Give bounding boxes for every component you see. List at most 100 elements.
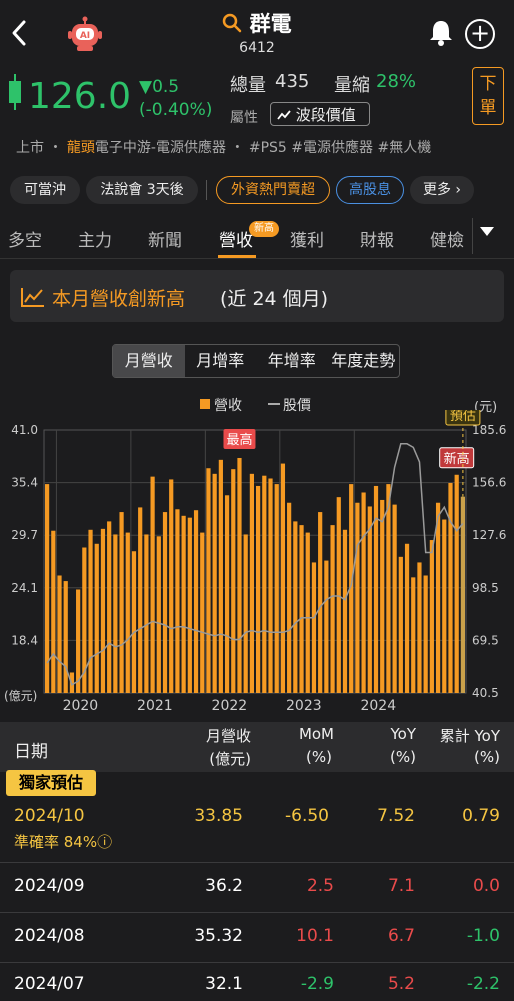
x-tick-label: 2021	[137, 698, 173, 714]
table-header	[0, 722, 514, 772]
row-date: 2024/07	[14, 974, 85, 994]
dropdown-arrow-icon[interactable]	[480, 227, 494, 236]
back-button[interactable]	[8, 18, 32, 50]
tab-revenue[interactable]: 營收	[219, 231, 253, 251]
tab-bull-bear[interactable]: 多空	[8, 231, 42, 251]
th-cum-yoy-unit: (%)	[474, 748, 500, 766]
y-left-tick: 29.7	[11, 528, 38, 542]
revenue-bar	[51, 530, 56, 693]
row-cum-yoy: 0.0	[472, 876, 500, 896]
forecast-accuracy[interactable]: 準確率 84%ⓘ	[14, 833, 113, 851]
revenue-bar	[138, 507, 143, 693]
max-label: 最高	[226, 432, 252, 448]
revenue-bar	[454, 474, 459, 693]
revenue-bar	[268, 478, 273, 693]
row-mom: -2.9	[300, 974, 334, 994]
chip-earnings-call[interactable]: 法說會 3天後	[86, 176, 198, 204]
trend-icon	[277, 110, 291, 120]
revenue-bar	[367, 506, 372, 693]
revenue-bar	[45, 484, 50, 693]
search-icon[interactable]	[222, 13, 242, 33]
tag-ps5[interactable]: #PS5	[248, 140, 287, 156]
revenue-bar	[193, 510, 199, 693]
seg-annual-trend[interactable]: 年度走勢	[331, 351, 396, 370]
revenue-bar	[187, 517, 192, 693]
legend-price: 股價	[283, 398, 311, 414]
tab-profit[interactable]: 獲利	[290, 231, 324, 251]
stock-name[interactable]: 群電	[249, 12, 292, 36]
th-mom-unit: (%)	[306, 748, 332, 766]
revenue-bar	[274, 484, 279, 693]
price-change: ▼0.5	[139, 77, 180, 97]
legend-revenue: 營收	[214, 398, 242, 414]
add-watchlist-button[interactable]: +	[465, 19, 495, 49]
price-line	[46, 443, 464, 686]
order-button-label-bottom: 單	[479, 98, 497, 118]
row-divider	[0, 912, 514, 913]
revenue-bar	[324, 560, 329, 693]
revenue-bar	[442, 519, 447, 693]
seg-monthly-revenue[interactable]: 月營收	[113, 345, 185, 377]
revenue-bar	[224, 495, 230, 693]
revenue-bar	[162, 512, 168, 693]
order-button[interactable]: 下 單	[472, 67, 504, 125]
tag-industry[interactable]: 電子中游-電源供應器	[94, 140, 226, 156]
revenue-bar	[237, 457, 242, 693]
tag-market: 上市	[16, 140, 44, 156]
revenue-bar	[330, 525, 335, 693]
revenue-bar	[100, 528, 106, 693]
forecast-mom: -6.50	[285, 806, 329, 826]
revenue-bar	[125, 532, 130, 693]
exclusive-forecast-badge: 獨家預估	[6, 770, 96, 796]
forecast-date: 2024/10	[14, 806, 85, 826]
th-yoy: YoY	[390, 725, 416, 743]
revenue-bar	[150, 476, 155, 693]
chip-high-dividend[interactable]: 高股息	[336, 176, 404, 204]
revenue-bar	[355, 502, 360, 693]
price: 126.0	[28, 76, 132, 117]
tab-news[interactable]: 新聞	[148, 231, 182, 251]
bell-icon[interactable]	[428, 18, 454, 50]
revenue-bar	[144, 534, 149, 693]
row-divider	[0, 862, 514, 863]
row-mom: 2.5	[306, 876, 334, 896]
new-high-banner	[10, 270, 504, 322]
tag-drone[interactable]: #無人機	[377, 140, 432, 156]
seg-mom[interactable]: 月增率	[196, 351, 245, 370]
line-chart-icon	[20, 286, 46, 312]
th-yoy-unit: (%)	[390, 748, 416, 766]
chip-more[interactable]: 更多 ›	[410, 176, 474, 204]
th-mom: MoM	[298, 725, 334, 743]
y-left-tick: 24.1	[11, 581, 38, 595]
chip-separator	[206, 180, 207, 200]
x-tick-label: 2022	[212, 698, 248, 714]
seg-yoy[interactable]: 年增率	[267, 351, 316, 370]
th-revenue-unit: (億元)	[209, 750, 251, 768]
th-cum-yoy: 累計 YoY	[439, 727, 500, 745]
revenue-chart[interactable]: 185.6 156.6 127.6 98.5 69.5 40.5 41.0 35.4 29.7 2…	[0, 410, 514, 720]
x-tick-label: 2023	[286, 698, 322, 714]
row-yoy: 6.7	[387, 926, 415, 946]
row-divider	[0, 962, 514, 963]
attribute-button[interactable]: 波段價值	[270, 102, 370, 126]
revenue-bar	[82, 547, 87, 693]
tag-power-supply[interactable]: #電源供應器	[291, 140, 374, 156]
row-yoy: 5.2	[387, 974, 415, 994]
revenue-bar	[206, 468, 211, 693]
y-left-tick: 41.0	[11, 423, 38, 437]
tab-divider	[472, 218, 473, 254]
tab-active-indicator	[218, 255, 256, 258]
tab-health[interactable]: 健檢	[430, 231, 464, 251]
ai-robot-icon[interactable]: AI	[66, 16, 104, 52]
tab-financials[interactable]: 財報	[360, 231, 394, 251]
y-left-tick: 35.4	[11, 476, 38, 490]
chart-mode-selector: 月營收 月增率 年增率 年度走勢	[112, 344, 400, 378]
revenue-bar	[318, 512, 323, 693]
legend-revenue-swatch	[200, 399, 210, 409]
legend-price-swatch	[268, 403, 280, 405]
chip-foreign-sell[interactable]: 外資熱門賣超	[216, 176, 330, 204]
tab-major[interactable]: 主力	[78, 231, 112, 251]
revenue-bar	[212, 473, 217, 693]
revenue-bar	[181, 515, 186, 693]
chip-daytrade[interactable]: 可當沖	[10, 176, 80, 204]
